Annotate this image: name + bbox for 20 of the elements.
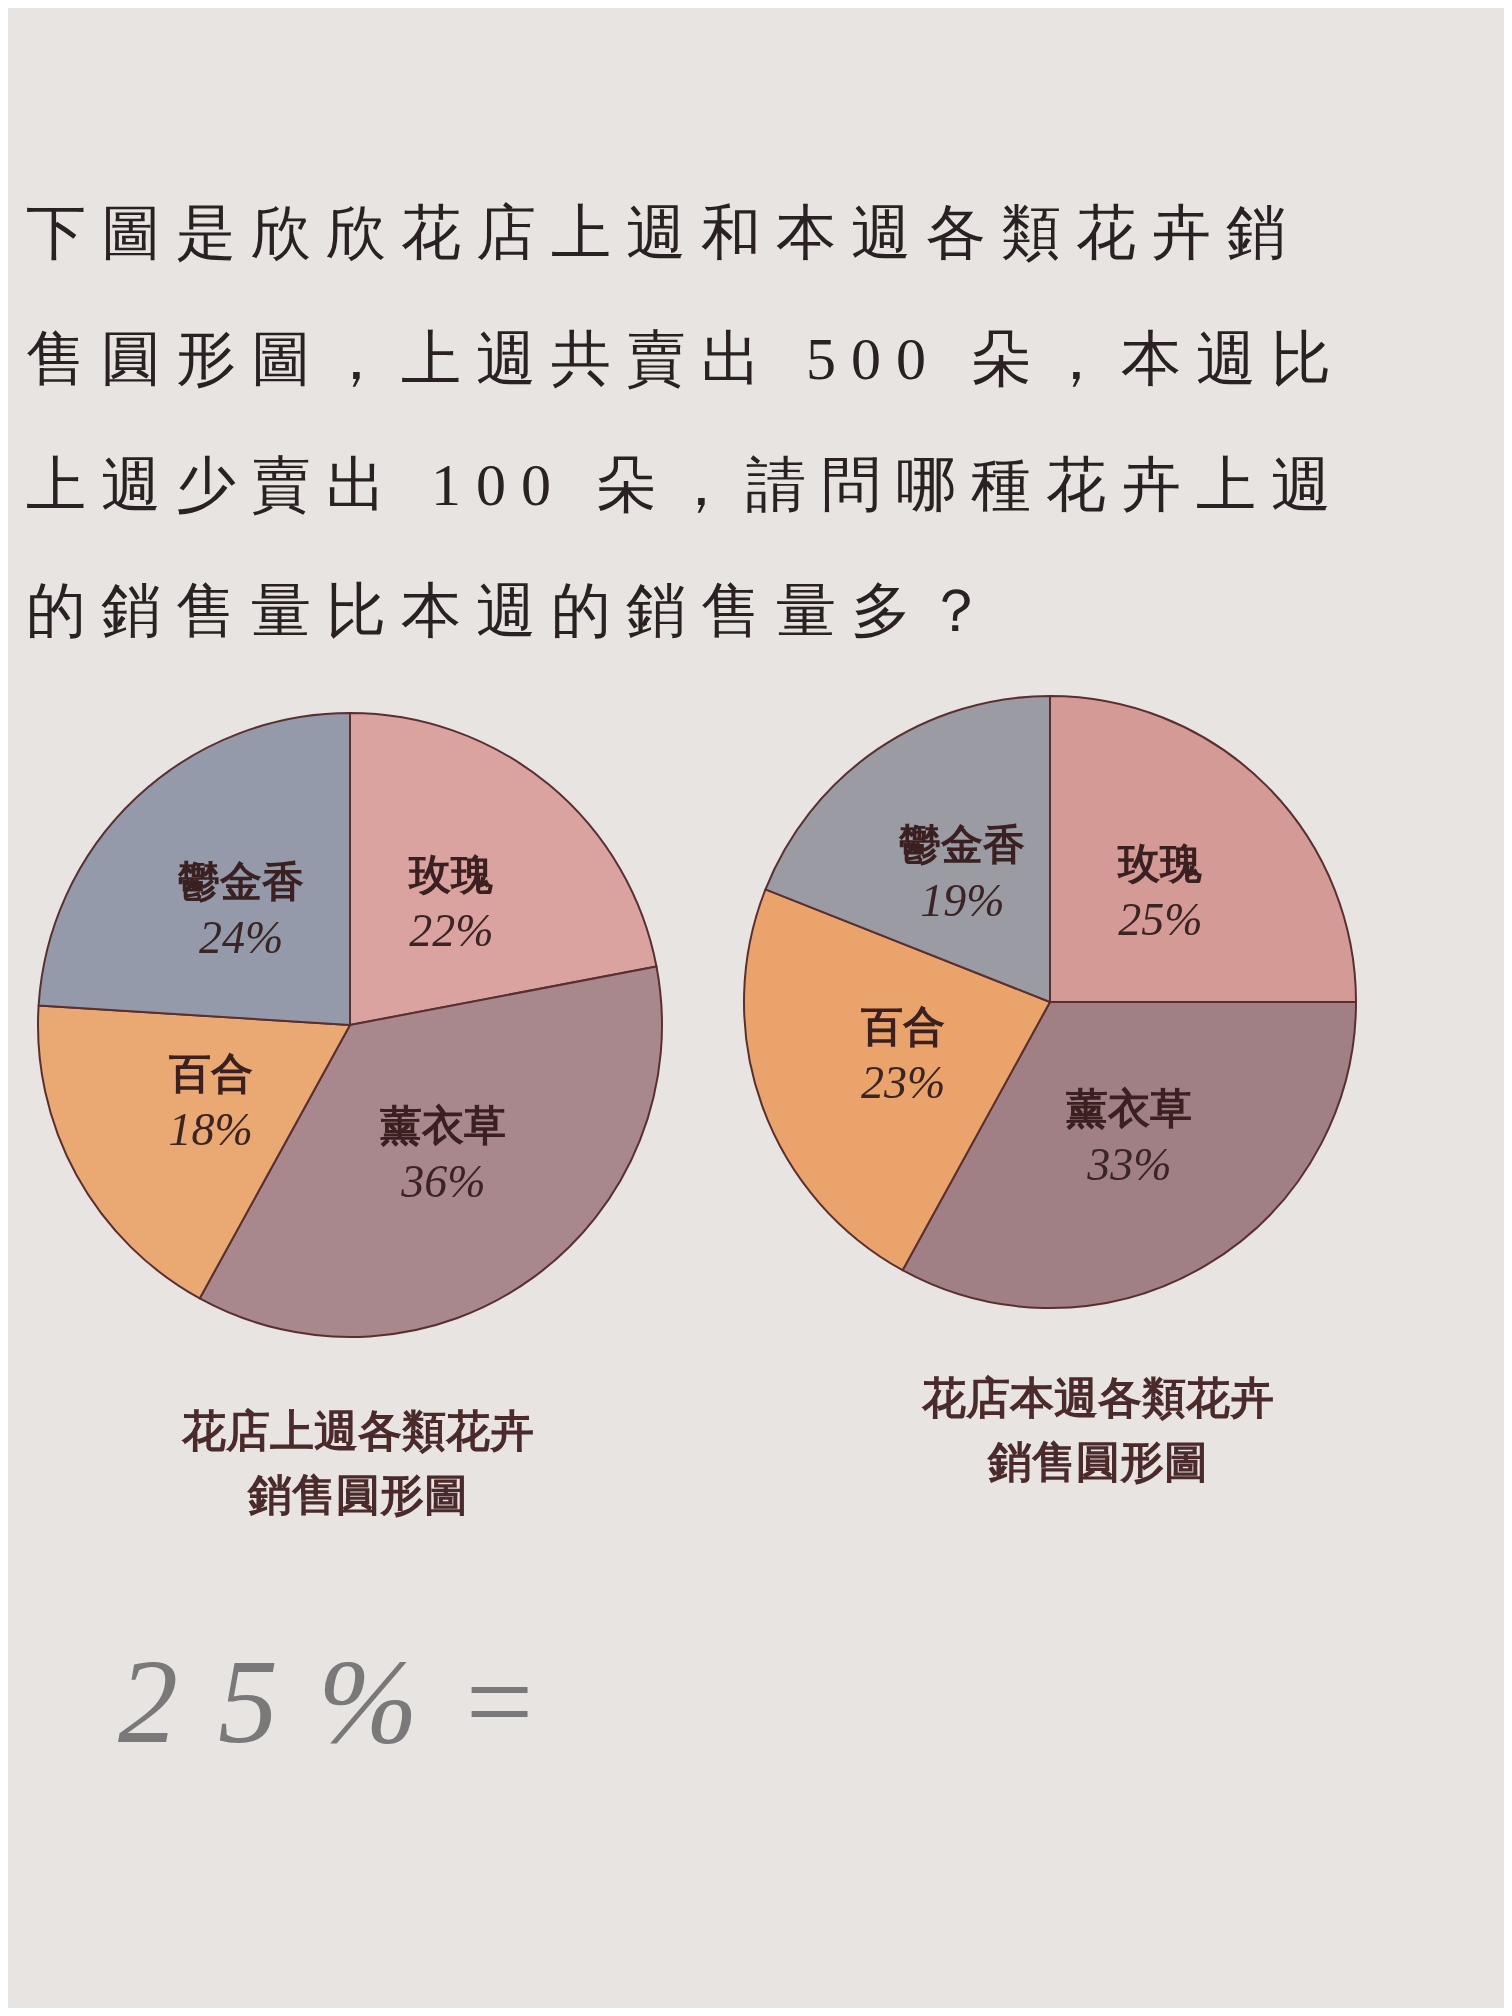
- text: 下圖是欣欣花店上週和本週各類花卉銷售圓形圖，上週共賣出 500 朵，本週比上週少賣出 100 朵，請問哪種花卉上週的銷售量比本週的銷售量多？: [26, 199, 1347, 646]
- data-label: 25%: [1118, 894, 1203, 946]
- data-label: 23%: [861, 1057, 946, 1109]
- slice-label: 玫瑰: [1116, 839, 1203, 889]
- slice-label: 薰衣草: [1066, 1083, 1193, 1133]
- slice-label: 百合: [167, 1049, 253, 1099]
- data-label: 22%: [409, 904, 494, 956]
- text: 花店上週各類花卉銷售圓形圖: [181, 1404, 534, 1520]
- data-label: 18%: [168, 1104, 253, 1156]
- data-label: 33%: [1086, 1138, 1172, 1190]
- slice-label: 玫瑰: [407, 849, 494, 899]
- slice-label: 薰衣草: [380, 1101, 507, 1151]
- data-label: 19%: [920, 875, 1005, 927]
- text: 25%=: [118, 1634, 579, 1770]
- slice-label: 百合: [860, 1002, 946, 1052]
- text: 花店本週各類花卉銷售圓形圖: [921, 1371, 1274, 1487]
- data-label: 36%: [400, 1156, 486, 1208]
- slice-label: 鬱金香: [898, 820, 1026, 870]
- slice-label: 鬱金香: [177, 856, 305, 906]
- data-label: 24%: [198, 911, 284, 963]
